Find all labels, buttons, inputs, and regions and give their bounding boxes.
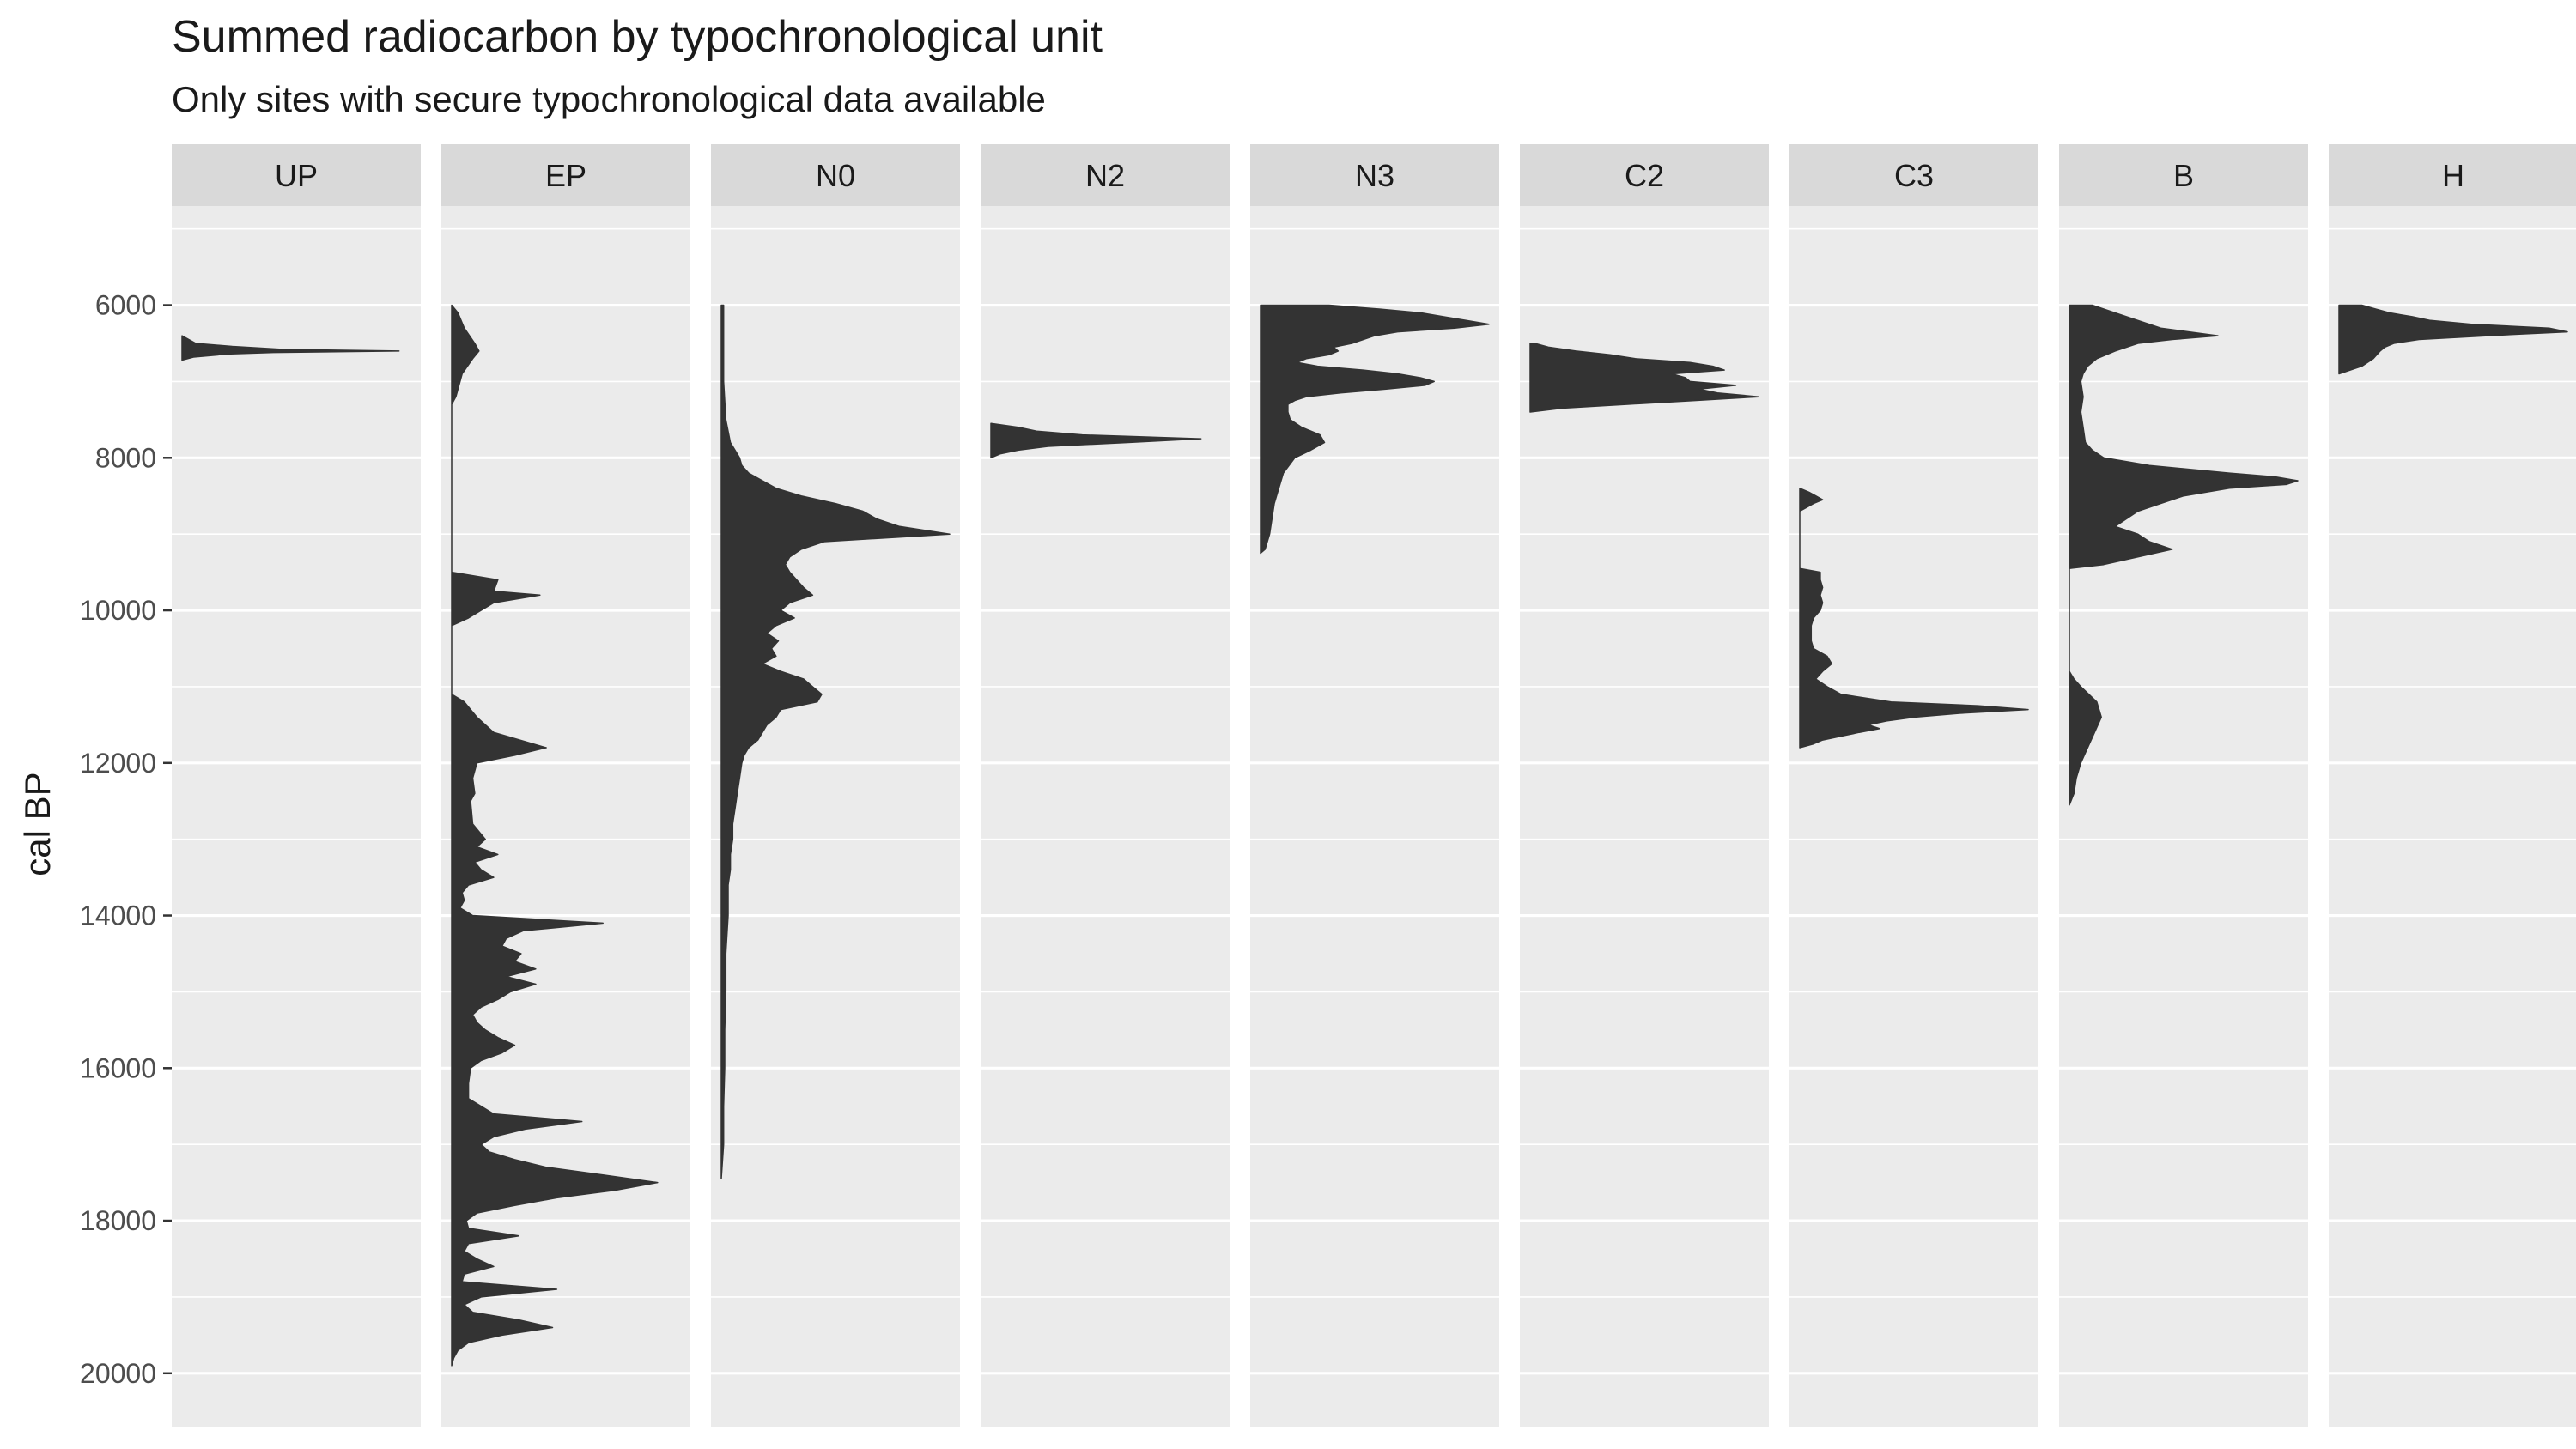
facet-strip-label: EP	[545, 158, 586, 193]
facet-strip	[1250, 144, 1499, 206]
facet-panel-c2: C2	[1520, 144, 1769, 1427]
y-tick-label: 16000	[80, 1052, 156, 1083]
y-tick-label: 10000	[80, 595, 156, 626]
panel-background	[2329, 206, 2576, 1427]
panels-layer: UP EP N0 N2 N3 C2 C3 B H	[172, 144, 2576, 1427]
facet-strip	[2059, 144, 2308, 206]
facet-strip-label: UP	[275, 158, 318, 193]
panel-background	[441, 206, 690, 1427]
y-axis: 6000 8000 10000 12000 14000 16000 18000 20000	[80, 290, 172, 1389]
facet-panel-n2: N2	[981, 144, 1230, 1427]
density-area-up	[181, 335, 400, 361]
facet-strip	[1789, 144, 2038, 206]
facet-panel-ep: EP	[441, 144, 690, 1427]
facet-strip-label: N0	[816, 158, 855, 193]
facet-strip	[172, 144, 421, 206]
facet-panel-n3: N3	[1250, 144, 1499, 1427]
density-area-n2	[990, 422, 1202, 459]
panel-background	[981, 206, 1230, 1427]
density-area-n0	[720, 304, 951, 1179]
facet-panel-up: UP	[172, 144, 421, 1427]
facet-panel-n0: N0	[711, 144, 960, 1427]
facet-strip	[441, 144, 690, 206]
panel-background	[2059, 206, 2308, 1427]
facet-strip-label: C3	[1894, 158, 1934, 193]
panel-background	[1250, 206, 1499, 1427]
chart-title: Summed radiocarbon by typochronological …	[172, 12, 1103, 62]
density-area-b	[2069, 304, 2299, 806]
density-area-h	[2338, 304, 2568, 375]
panel-background	[711, 206, 960, 1427]
facet-strip-label: H	[2442, 158, 2464, 193]
y-tick-label: 14000	[80, 900, 156, 931]
facet-strip-label: C2	[1625, 158, 1664, 193]
y-tick-label: 8000	[95, 442, 156, 473]
facet-strip	[1520, 144, 1769, 206]
panel-background	[172, 206, 421, 1427]
facet-strip-label: N3	[1355, 158, 1394, 193]
density-area-n3	[1260, 304, 1490, 555]
y-tick-label: 6000	[95, 290, 156, 321]
facet-strip	[711, 144, 960, 206]
y-axis-label: cal BP	[17, 772, 58, 876]
facet-strip-label: B	[2173, 158, 2194, 193]
y-tick-label: 18000	[80, 1205, 156, 1236]
facet-strip	[2329, 144, 2576, 206]
panel-background	[1520, 206, 1769, 1427]
density-area-c3	[1799, 488, 2029, 749]
facet-strip	[981, 144, 1230, 206]
facet-strip-label: N2	[1085, 158, 1125, 193]
facet-panel-c3: C3	[1789, 144, 2038, 1427]
panel-background	[1789, 206, 2038, 1427]
chart-subtitle: Only sites with secure typochronological…	[172, 79, 1046, 119]
y-tick-label: 20000	[80, 1358, 156, 1389]
facet-panel-h: H	[2329, 144, 2576, 1427]
density-area-c2	[1529, 343, 1759, 413]
y-tick-label: 12000	[80, 748, 156, 779]
facet-panel-b: B	[2059, 144, 2308, 1427]
density-area-ep	[451, 304, 659, 1367]
